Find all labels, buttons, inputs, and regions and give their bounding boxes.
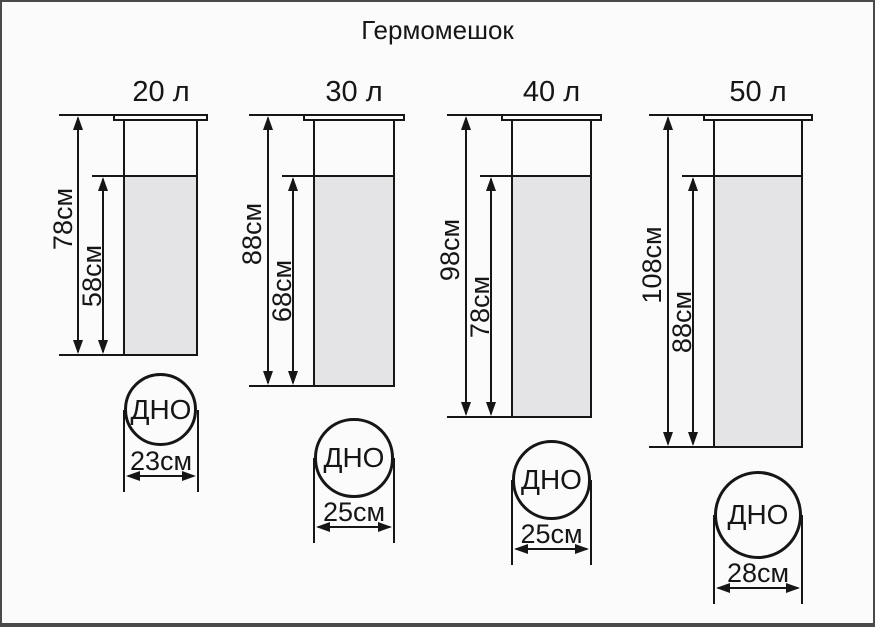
arrowhead xyxy=(126,470,141,481)
arrowhead xyxy=(662,116,673,130)
bag-cap xyxy=(303,114,405,121)
bag-cap xyxy=(500,114,603,121)
body-height-label: 68см xyxy=(267,259,298,323)
total-height-label: 78см xyxy=(47,187,78,250)
body-height-label: 78см xyxy=(464,275,495,338)
extension-line-top xyxy=(648,114,715,116)
diameter-guide-line xyxy=(392,458,395,543)
diameter-arrow xyxy=(515,547,588,550)
bag-fill xyxy=(714,177,802,446)
diameter-guide-line xyxy=(510,480,513,565)
arrowhead xyxy=(513,543,528,554)
bottom-circle: ДНО xyxy=(713,470,803,560)
total-height-arrow xyxy=(77,118,80,352)
bottom-circle: ДНО xyxy=(124,373,198,447)
arrowhead xyxy=(687,177,698,191)
arrowhead xyxy=(377,521,392,532)
total-height-arrow xyxy=(464,118,467,414)
diameter-label: 28см xyxy=(726,558,790,589)
arrowhead xyxy=(485,177,496,191)
arrowhead xyxy=(316,521,331,532)
bag-volume-label: 20 л xyxy=(132,76,190,108)
arrowhead xyxy=(575,543,590,554)
arrowhead xyxy=(181,470,196,481)
body-height-label: 58см xyxy=(77,244,108,307)
extension-line-top xyxy=(446,114,513,116)
arrowhead xyxy=(687,432,698,446)
body-height-label: 88см xyxy=(666,290,697,353)
diameter-guide-line xyxy=(801,515,804,605)
diagram-title: Гермомешок xyxy=(361,15,514,45)
diameter-label: 25см xyxy=(322,496,386,527)
bag-fill xyxy=(512,177,591,416)
diameter-arrow xyxy=(318,525,390,528)
total-height-label: 98см xyxy=(434,218,465,281)
extension-line-bottom xyxy=(446,416,513,418)
body-height-arrow xyxy=(292,179,295,383)
arrowhead xyxy=(786,583,801,594)
bag-fill xyxy=(315,177,393,385)
extension-line-bottom xyxy=(648,446,715,448)
arrowhead xyxy=(263,371,274,385)
bag-cap xyxy=(702,114,814,121)
arrowhead xyxy=(288,371,299,385)
extension-line-bottom xyxy=(249,385,316,387)
arrowhead xyxy=(98,340,109,354)
bag-volume-label: 40 л xyxy=(522,76,581,108)
diameter-guide-line xyxy=(196,410,199,492)
diameter-label: 23см xyxy=(129,445,193,476)
diameter-guide-line xyxy=(712,515,715,605)
diameter-label: 25см xyxy=(520,518,583,549)
body-height-arrow xyxy=(489,179,492,414)
fill-line xyxy=(92,175,199,177)
diameter-arrow xyxy=(128,474,194,477)
arrowhead xyxy=(288,177,299,191)
bag-volume-label: 50 л xyxy=(729,76,787,108)
arrowhead xyxy=(662,432,673,446)
arrowhead xyxy=(263,116,274,130)
diameter-arrow xyxy=(717,587,799,590)
extension-line-bottom xyxy=(59,354,126,356)
fill-line xyxy=(479,175,593,177)
body-height-arrow xyxy=(691,179,694,444)
arrowhead xyxy=(98,177,109,191)
diameter-guide-line xyxy=(313,458,316,543)
total-height-arrow xyxy=(666,118,669,444)
fill-line xyxy=(282,175,395,177)
arrowhead xyxy=(460,402,471,416)
total-height-label: 88см xyxy=(237,202,268,266)
total-height-arrow xyxy=(267,118,270,383)
bottom-circle: ДНО xyxy=(511,440,592,520)
extension-line-top xyxy=(249,114,316,116)
body-height-arrow xyxy=(102,179,105,352)
diameter-guide-line xyxy=(123,410,126,492)
arrowhead xyxy=(485,402,496,416)
arrowhead xyxy=(715,583,730,594)
extension-line-top xyxy=(59,114,126,116)
bag-fill xyxy=(125,177,197,354)
arrowhead xyxy=(73,340,84,354)
fill-line xyxy=(681,175,804,177)
arrowhead xyxy=(460,116,471,130)
bottom-circle: ДНО xyxy=(314,418,394,498)
total-height-label: 108см xyxy=(636,225,667,304)
bag-cap xyxy=(113,114,209,121)
arrowhead xyxy=(73,116,84,130)
diameter-guide-line xyxy=(590,480,593,565)
bag-volume-label: 30 л xyxy=(325,76,383,108)
